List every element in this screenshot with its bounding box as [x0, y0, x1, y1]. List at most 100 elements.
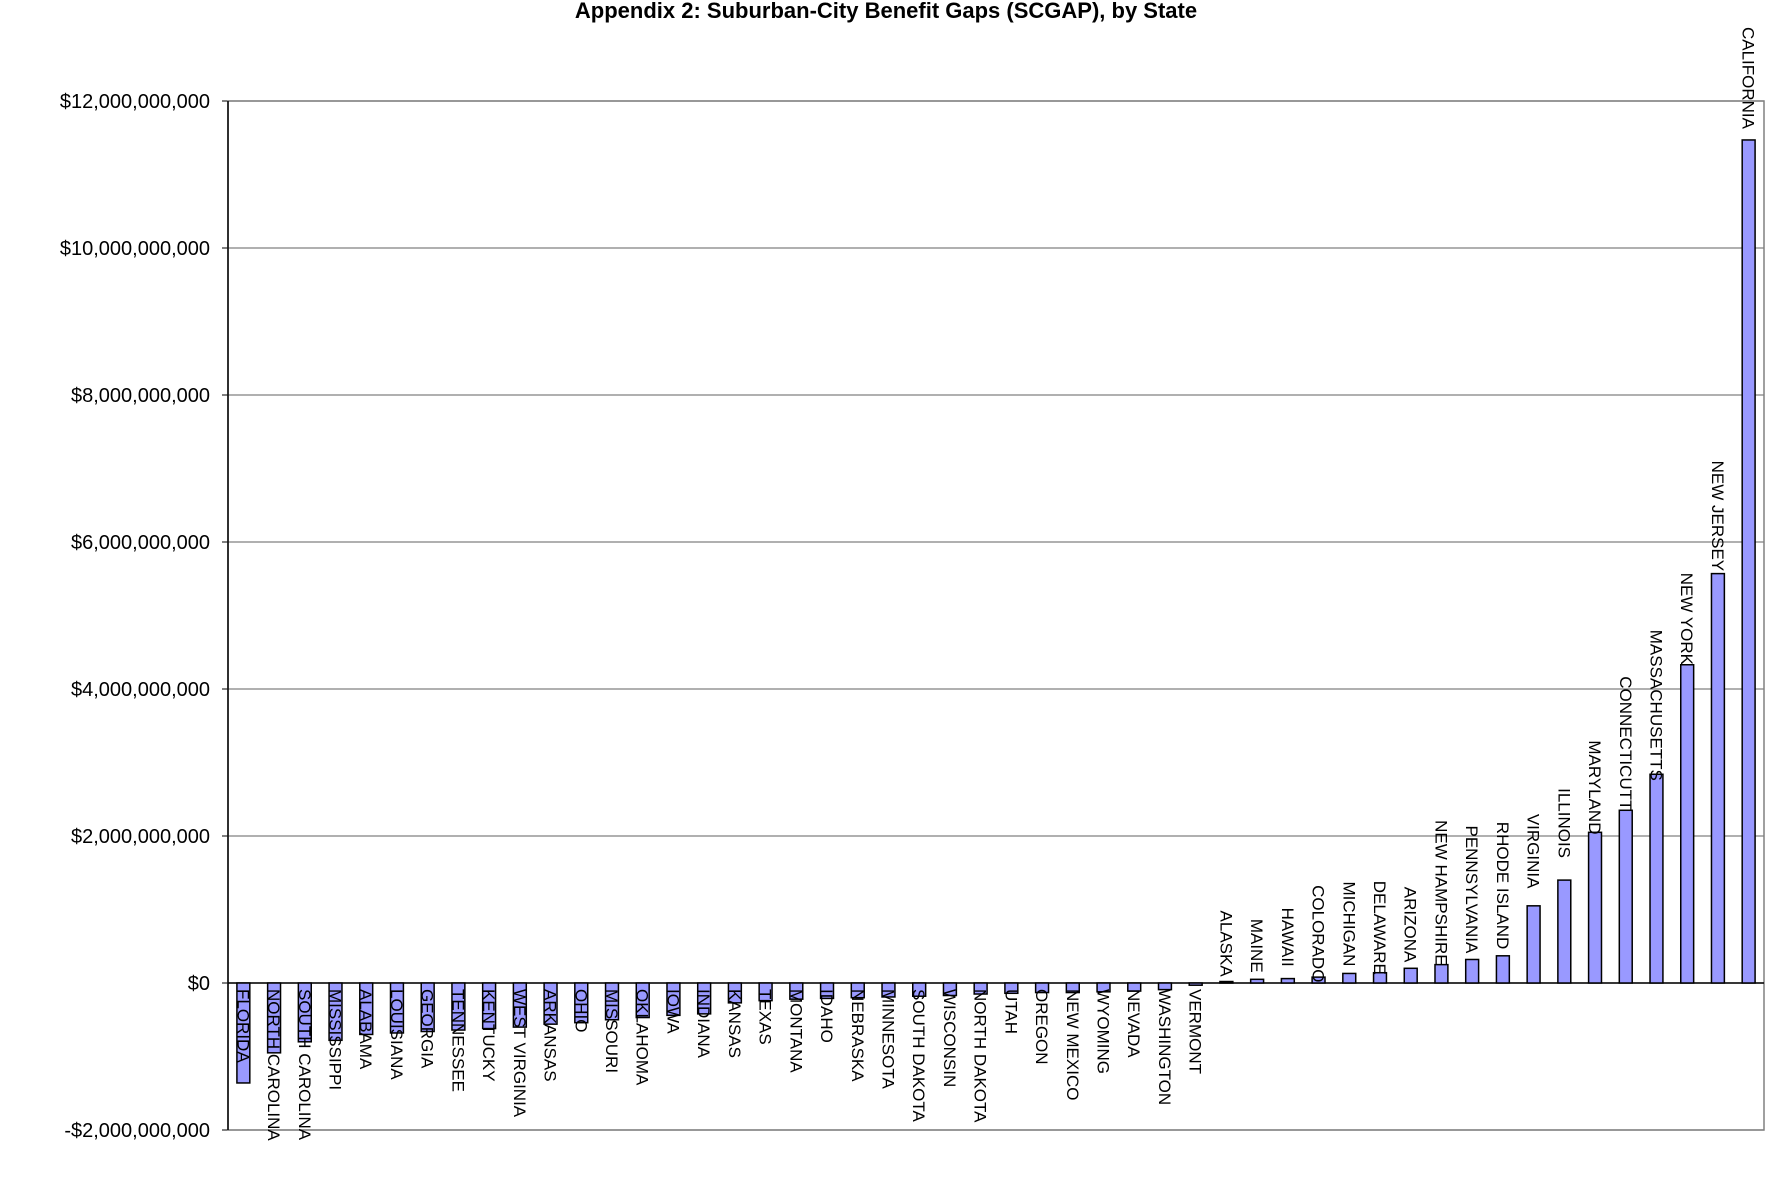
- bar-kentucky: [481, 982, 497, 1030]
- bar-arizona: [1403, 967, 1418, 984]
- category-label: MASSACHUSETTS: [1646, 630, 1665, 781]
- y-tick-label: $8,000,000,000: [71, 385, 210, 407]
- bar-maine: [1249, 978, 1265, 984]
- y-tick-label: $10,000,000,000: [60, 238, 210, 260]
- category-label: UTAH: [1001, 989, 1020, 1034]
- bar-north-carolina: [266, 982, 282, 1054]
- bar-florida: [236, 982, 251, 1084]
- bar-washington: [1157, 982, 1173, 991]
- bar-massachusetts: [1649, 773, 1664, 984]
- bar-delaware: [1372, 971, 1388, 984]
- category-label: MICHIGAN: [1339, 881, 1358, 966]
- bar-louisiana: [389, 982, 405, 1034]
- category-label: GEORGIA: [418, 989, 437, 1069]
- bar-missouri: [604, 982, 620, 1021]
- category-label: NORTH CAROLINA: [264, 989, 283, 1141]
- bars: [236, 139, 1756, 1084]
- category-label: MARYLAND: [1585, 740, 1604, 834]
- category-label: FLORIDA: [233, 989, 252, 1063]
- category-label: NEW MEXICO: [1063, 989, 1082, 1100]
- bar-new-mexico: [1065, 982, 1081, 994]
- category-label: PENNSYLVANIA: [1462, 825, 1481, 954]
- bar-connecticutt: [1618, 809, 1633, 984]
- category-label: NEVADA: [1124, 989, 1143, 1058]
- bar-pennsylvania: [1464, 958, 1480, 984]
- y-tick-label: $4,000,000,000: [71, 679, 210, 701]
- bar-oklahoma: [635, 982, 650, 1019]
- category-label: CONNECTICUTT: [1616, 676, 1635, 810]
- bar-colorado: [1311, 976, 1326, 984]
- category-label: TEXAS: [756, 989, 775, 1045]
- category-label: OREGON: [1032, 989, 1051, 1065]
- bar-new-jersey: [1710, 572, 1726, 984]
- category-label: NORTH DAKOTA: [971, 989, 990, 1123]
- category-label: IOWA: [663, 989, 682, 1034]
- bar-west-virginia: [512, 982, 528, 1028]
- y-tick-label: -$2,000,000,000: [64, 1120, 210, 1142]
- bar-nevada: [1127, 982, 1142, 992]
- category-label: SOUTH DAKOTA: [909, 989, 928, 1123]
- category-label: OKLAHOMA: [633, 989, 652, 1086]
- category-label: DELAWARE: [1370, 881, 1389, 975]
- category-label: ARKANSAS: [541, 989, 560, 1082]
- category-label: NEW HAMPSHIRE: [1431, 820, 1450, 965]
- bar-michigan: [1342, 972, 1357, 984]
- bar-vermont: [1188, 982, 1203, 986]
- bar-montana: [789, 982, 804, 1000]
- category-label: HAWAII: [1278, 908, 1297, 967]
- category-label: WISCONSIN: [940, 989, 959, 1087]
- bar-alabama: [359, 982, 374, 1036]
- category-label: MONTANA: [786, 989, 805, 1073]
- bar-california: [1741, 139, 1756, 984]
- category-label: KANSAS: [725, 989, 744, 1058]
- bar-nebraska: [850, 982, 865, 999]
- bar-texas: [758, 982, 773, 1002]
- bar-virginia: [1526, 905, 1541, 984]
- category-label: COLORADO: [1309, 885, 1328, 982]
- category-label: CALIFORNIA: [1739, 27, 1758, 130]
- category-label: ALASKA: [1216, 911, 1235, 978]
- bar-utah: [1004, 982, 1019, 995]
- category-label: TENNESSEE: [448, 989, 467, 1092]
- bar-hawaii: [1280, 977, 1296, 984]
- category-label: IDAHO: [817, 989, 836, 1043]
- category-label: MAINE: [1247, 919, 1266, 973]
- bar-south-dakota: [911, 982, 927, 997]
- category-label: MINNESOTA: [878, 989, 897, 1089]
- category-label: NEW JERSEY: [1708, 461, 1727, 572]
- bar-kansas: [727, 982, 743, 1004]
- bar-ohio: [574, 982, 589, 1024]
- bar-indiana: [696, 982, 712, 1015]
- bar-rhode-island: [1495, 955, 1511, 984]
- category-label: VIRGINIA: [1524, 814, 1543, 889]
- bar-oregon: [1034, 982, 1050, 994]
- category-label: MISSOURI: [602, 989, 621, 1073]
- bar-georgia: [420, 982, 435, 1033]
- category-label: SOUTH CAROLINA: [295, 989, 314, 1141]
- category-label: INDIANA: [694, 989, 713, 1059]
- category-label: WASHINGTON: [1155, 989, 1174, 1105]
- bar-minnesota: [881, 982, 896, 998]
- bar-iowa: [666, 982, 681, 1017]
- bar-new-hampshire: [1434, 963, 1449, 984]
- category-label: MISSISSIPPI: [326, 989, 345, 1090]
- chart-title: Appendix 2: Suburban-City Benefit Gaps (…: [574, 0, 1198, 23]
- category-label: LOUISIANA: [387, 989, 406, 1080]
- bar-alaska: [1219, 980, 1234, 984]
- category-labels: FLORIDA NORTH CAROLINA SOUTH CAROLINA MISSI…: [233, 27, 1757, 1141]
- bar-north-dakota: [973, 982, 988, 995]
- category-label: RHODE ISLAND: [1493, 822, 1512, 950]
- bar-arkansas: [543, 982, 558, 1025]
- bar-illinois: [1557, 879, 1572, 984]
- bar-maryland: [1587, 831, 1603, 984]
- y-tick-label: $2,000,000,000: [71, 826, 210, 848]
- y-tick-label: $0: [188, 973, 210, 995]
- category-label: OHIO: [571, 989, 590, 1032]
- category-label: ALABAMA: [356, 989, 375, 1070]
- y-tick-labels: -$2,000,000,000 $0 $2,000,000,000 $4,000,00…: [60, 91, 210, 1142]
- category-label: KENTUCKY: [479, 989, 498, 1082]
- category-label: NEW YORK: [1677, 573, 1696, 666]
- category-label: NEBRASKA: [848, 989, 867, 1082]
- bar-new-york: [1679, 663, 1695, 984]
